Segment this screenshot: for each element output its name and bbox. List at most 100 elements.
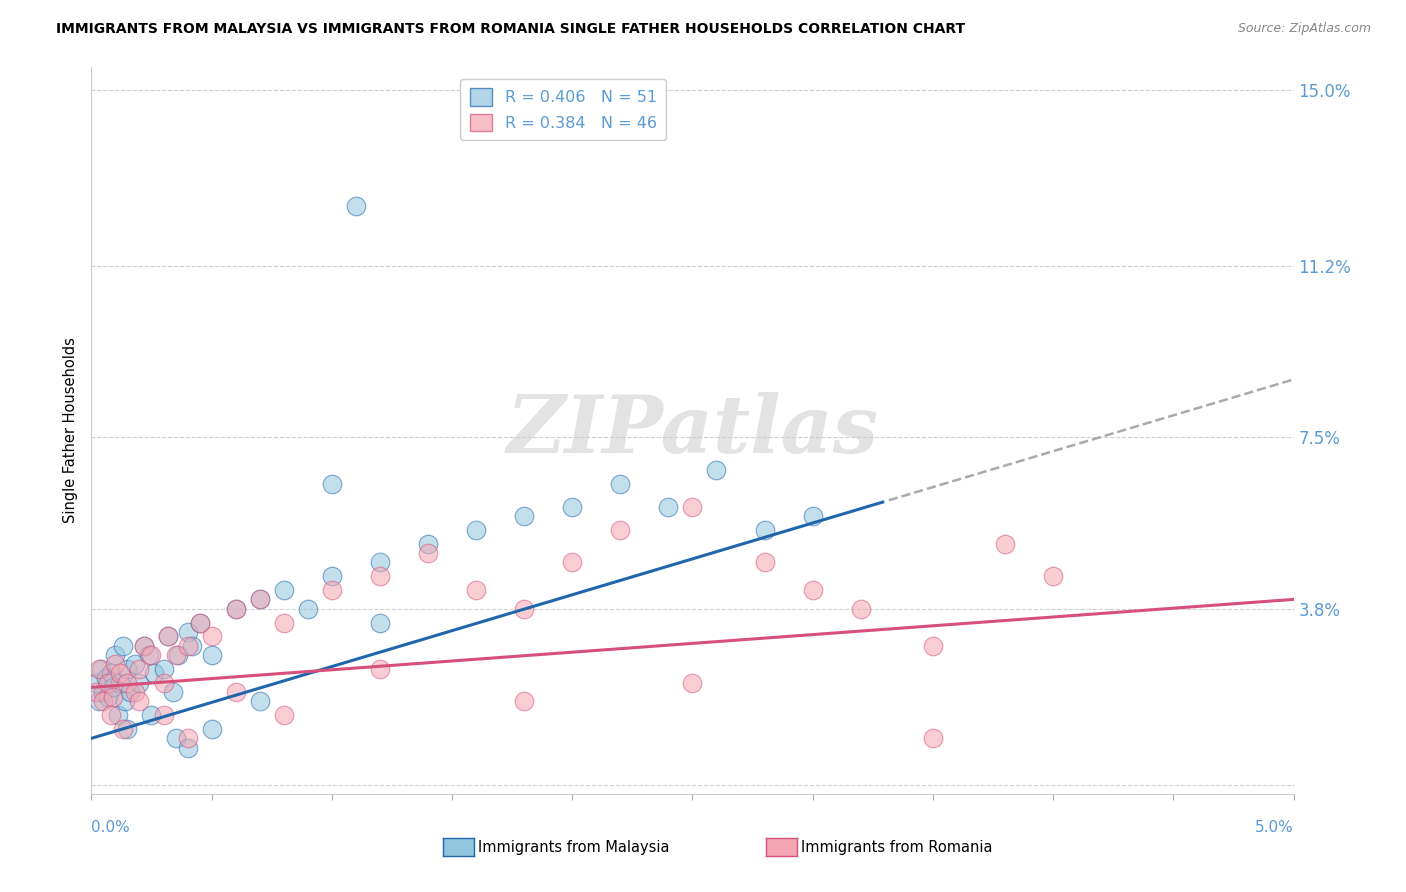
Point	[225, 601, 247, 615]
Point	[297, 601, 319, 615]
Point	[249, 592, 271, 607]
Point	[368, 615, 391, 630]
Point	[513, 694, 536, 708]
Point	[609, 476, 631, 491]
Point	[249, 694, 271, 708]
Point	[118, 685, 141, 699]
Point	[681, 500, 703, 514]
Point	[176, 740, 198, 755]
Point	[152, 662, 174, 676]
Point	[117, 662, 139, 676]
Point	[273, 708, 295, 723]
Point	[128, 675, 150, 690]
Point	[344, 199, 367, 213]
Point	[152, 708, 174, 723]
Point	[134, 639, 156, 653]
Point	[100, 666, 122, 681]
Point	[754, 523, 776, 537]
Point	[321, 476, 343, 491]
Point	[801, 583, 824, 598]
Point	[110, 675, 132, 690]
Point	[176, 639, 198, 653]
Text: IMMIGRANTS FROM MALAYSIA VS IMMIGRANTS FROM ROMANIA SINGLE FATHER HOUSEHOLDS COR: IMMIGRANTS FROM MALAYSIA VS IMMIGRANTS F…	[56, 22, 966, 37]
Point	[167, 648, 190, 662]
Point	[176, 731, 198, 746]
Point	[273, 583, 295, 598]
Point	[657, 500, 679, 514]
Point	[117, 722, 139, 736]
Point	[465, 583, 488, 598]
Point	[93, 694, 115, 708]
Point	[188, 615, 211, 630]
Point	[561, 555, 583, 569]
Point	[225, 685, 247, 699]
Point	[922, 639, 945, 653]
Y-axis label: Single Father Households: Single Father Households	[63, 337, 79, 524]
Point	[101, 681, 124, 695]
Point	[84, 685, 107, 699]
Point	[97, 675, 120, 690]
Point	[111, 639, 134, 653]
Point	[110, 666, 132, 681]
Point	[681, 675, 703, 690]
Text: Immigrants from Romania: Immigrants from Romania	[801, 840, 993, 855]
Point	[90, 662, 112, 676]
Point	[754, 555, 776, 569]
Point	[176, 624, 198, 639]
Point	[138, 648, 160, 662]
Point	[157, 630, 180, 644]
Point	[165, 648, 187, 662]
Point	[87, 662, 110, 676]
Point	[249, 592, 271, 607]
Point	[513, 509, 536, 524]
Point	[849, 601, 872, 615]
Point	[100, 708, 122, 723]
Point	[201, 648, 224, 662]
Point	[141, 708, 163, 723]
Point	[1042, 569, 1064, 583]
Point	[165, 731, 187, 746]
Point	[101, 690, 124, 704]
Point	[416, 546, 439, 560]
Point	[181, 639, 204, 653]
Point	[801, 509, 824, 524]
Point	[141, 648, 163, 662]
Point	[321, 583, 343, 598]
Point	[97, 690, 120, 704]
Point	[124, 657, 146, 672]
Legend: R = 0.406   N = 51, R = 0.384   N = 46: R = 0.406 N = 51, R = 0.384 N = 46	[460, 78, 666, 141]
Point	[368, 569, 391, 583]
Point	[84, 675, 107, 690]
Point	[188, 615, 211, 630]
Point	[994, 537, 1017, 551]
Point	[104, 648, 127, 662]
Point	[128, 694, 150, 708]
Point	[201, 630, 224, 644]
Point	[706, 463, 728, 477]
Point	[368, 555, 391, 569]
Point	[157, 630, 180, 644]
Point	[561, 500, 583, 514]
Text: 0.0%: 0.0%	[91, 821, 131, 835]
Point	[128, 662, 150, 676]
Text: Source: ZipAtlas.com: Source: ZipAtlas.com	[1237, 22, 1371, 36]
Point	[107, 708, 129, 723]
Text: 5.0%: 5.0%	[1254, 821, 1294, 835]
Point	[124, 685, 146, 699]
Point	[104, 657, 127, 672]
Point	[465, 523, 488, 537]
Point	[368, 662, 391, 676]
Point	[117, 675, 139, 690]
Point	[94, 671, 117, 685]
Point	[142, 666, 165, 681]
Point	[93, 685, 115, 699]
Point	[321, 569, 343, 583]
Point	[114, 694, 136, 708]
Point	[134, 639, 156, 653]
Point	[513, 601, 536, 615]
Point	[162, 685, 184, 699]
Point	[416, 537, 439, 551]
Text: ZIPatlas: ZIPatlas	[506, 392, 879, 469]
Point	[922, 731, 945, 746]
Point	[87, 694, 110, 708]
